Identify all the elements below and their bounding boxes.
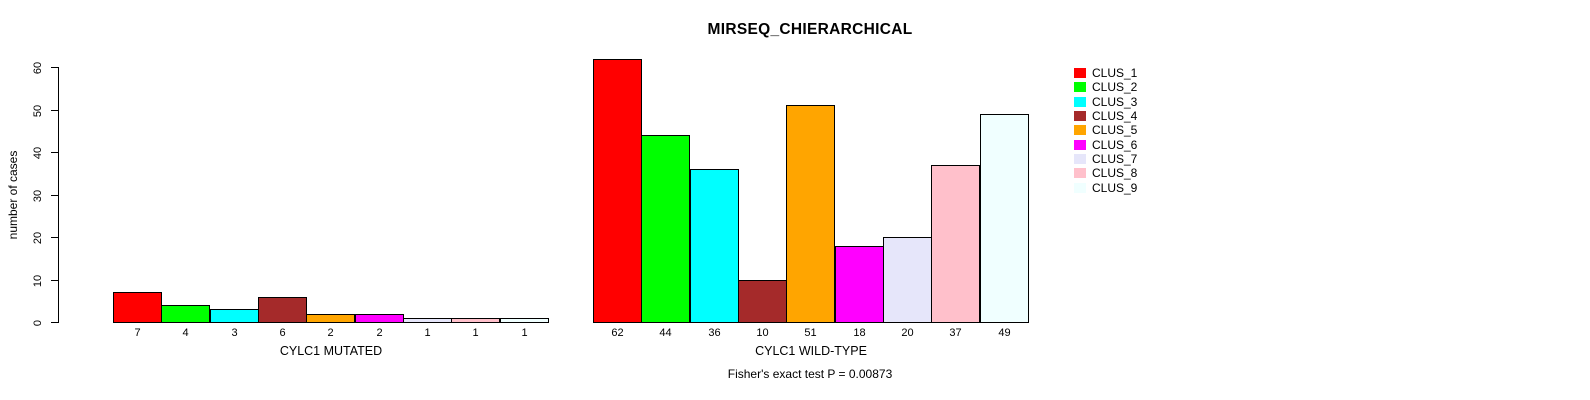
y-tick bbox=[51, 322, 58, 323]
legend-label: CLUS_4 bbox=[1092, 108, 1138, 123]
bar-value-label: 2 bbox=[327, 327, 334, 339]
y-tick-label: 40 bbox=[32, 146, 44, 159]
legend-label: CLUS_8 bbox=[1092, 166, 1138, 181]
y-tick bbox=[51, 67, 58, 68]
legend-label: CLUS_1 bbox=[1092, 66, 1138, 80]
bar-value-label: 20 bbox=[901, 327, 914, 339]
legend: CLUS_1 CLUS_2 CLUS_3 CLUS_4 CLUS_5 CLUS_6 CLUS… bbox=[1074, 67, 1214, 202]
bar-value-label: 44 bbox=[659, 327, 672, 339]
legend-label: CLUS_2 bbox=[1092, 80, 1138, 95]
bar bbox=[161, 305, 210, 323]
bar bbox=[306, 314, 355, 323]
legend-swatch bbox=[1074, 96, 1086, 107]
bar-value-label: 3 bbox=[231, 327, 238, 339]
y-tick-label: 30 bbox=[32, 189, 44, 202]
bar-value-label: 4 bbox=[182, 327, 189, 339]
bar-value-label: 51 bbox=[804, 327, 817, 339]
bar-value-label: 10 bbox=[756, 327, 769, 339]
legend-swatch bbox=[1074, 168, 1086, 179]
legend-swatch bbox=[1074, 153, 1086, 164]
bar bbox=[883, 237, 932, 323]
y-tick-label: 20 bbox=[32, 231, 44, 244]
y-tick-label: 10 bbox=[32, 274, 44, 287]
bar bbox=[113, 292, 162, 323]
bar bbox=[786, 105, 835, 323]
legend-label: CLUS_9 bbox=[1092, 180, 1138, 195]
y-tick-label: 60 bbox=[32, 61, 44, 74]
bar-value-label: 49 bbox=[998, 327, 1011, 339]
bar bbox=[690, 169, 739, 323]
bar bbox=[593, 59, 642, 323]
bar-value-label: 62 bbox=[611, 327, 624, 339]
y-tick bbox=[51, 152, 58, 153]
bar-value-label: 7 bbox=[134, 327, 141, 339]
legend-item: CLUS_9 bbox=[1074, 182, 1137, 194]
legend-swatch bbox=[1074, 82, 1086, 93]
bar bbox=[451, 318, 500, 323]
x-axis-label-mutated: CYLC1 MUTATED bbox=[279, 344, 383, 358]
y-axis-line bbox=[58, 67, 59, 323]
legend-item: CLUS_1 bbox=[1074, 67, 1137, 79]
bar bbox=[403, 318, 452, 323]
bar-value-label: 1 bbox=[472, 327, 479, 339]
annotation-text: Fisher's exact test P = 0.00873 bbox=[727, 367, 893, 381]
bar-value-label: 1 bbox=[424, 327, 431, 339]
y-tick bbox=[51, 110, 58, 111]
legend-label: CLUS_6 bbox=[1092, 137, 1138, 152]
legend-label: CLUS_3 bbox=[1092, 94, 1138, 109]
legend-swatch bbox=[1074, 68, 1086, 78]
bar-value-label: 18 bbox=[853, 327, 866, 339]
bar bbox=[835, 246, 884, 323]
bar-value-label: 2 bbox=[376, 327, 383, 339]
legend-label: CLUS_5 bbox=[1092, 123, 1138, 138]
bar bbox=[258, 297, 307, 323]
bar bbox=[738, 280, 787, 323]
y-tick-label: 0 bbox=[32, 319, 44, 326]
legend-item: CLUS_4 bbox=[1074, 110, 1137, 122]
bar-value-label: 1 bbox=[521, 327, 528, 339]
bar bbox=[210, 309, 259, 323]
y-axis-label: number of cases bbox=[6, 150, 20, 240]
bar bbox=[980, 114, 1029, 323]
bar-value-label: 6 bbox=[279, 327, 286, 339]
legend-item: CLUS_5 bbox=[1074, 124, 1137, 136]
legend-item: CLUS_6 bbox=[1074, 139, 1137, 151]
y-tick bbox=[51, 280, 58, 281]
bar bbox=[355, 314, 404, 323]
y-tick bbox=[51, 237, 58, 238]
x-axis-label-wildtype: CYLC1 WILD-TYPE bbox=[755, 344, 867, 358]
legend-item: CLUS_3 bbox=[1074, 96, 1137, 108]
y-tick-label: 50 bbox=[32, 104, 44, 117]
bar bbox=[931, 165, 980, 323]
legend-item: CLUS_7 bbox=[1074, 153, 1137, 165]
legend-swatch bbox=[1074, 139, 1086, 150]
bar-value-label: 36 bbox=[708, 327, 721, 339]
legend-item: CLUS_8 bbox=[1074, 167, 1137, 179]
bar-value-label: 37 bbox=[949, 327, 962, 339]
legend-swatch bbox=[1074, 110, 1086, 121]
bar bbox=[641, 135, 690, 323]
chart-title: MIRSEQ_CHIERARCHICAL bbox=[707, 21, 913, 38]
legend-swatch bbox=[1074, 182, 1086, 193]
legend-item: CLUS_2 bbox=[1074, 81, 1137, 93]
y-tick bbox=[51, 195, 58, 196]
legend-label: CLUS_7 bbox=[1092, 151, 1138, 166]
bar bbox=[500, 318, 549, 323]
legend-swatch bbox=[1074, 125, 1086, 136]
